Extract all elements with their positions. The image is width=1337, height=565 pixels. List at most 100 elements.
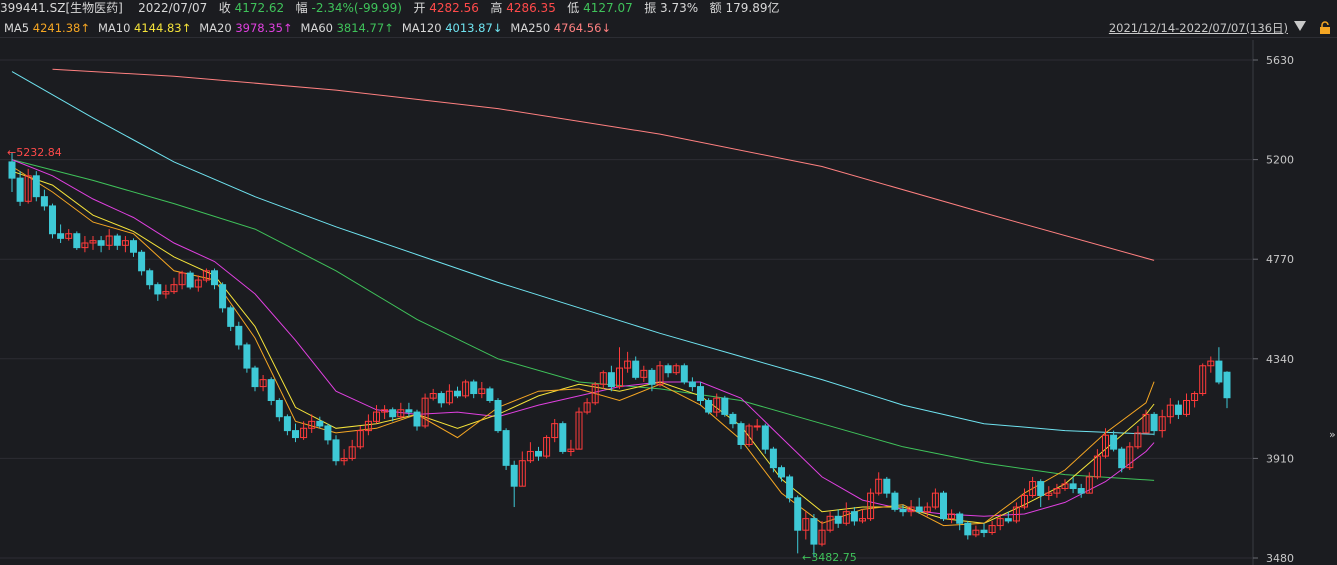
candle [721, 395, 729, 417]
candle-body-up [656, 365, 664, 385]
candle [1037, 479, 1045, 508]
candle [705, 398, 713, 415]
candle [324, 423, 332, 445]
candle [373, 405, 380, 424]
candle-body-up [121, 240, 129, 246]
candle [680, 363, 688, 385]
candle [8, 151, 16, 193]
candle-body-up [1061, 483, 1069, 490]
candle-body-up [640, 369, 648, 378]
dropdown-arrow-icon[interactable] [1294, 21, 1306, 31]
candle [518, 451, 526, 487]
ma5-line [11, 166, 1155, 527]
candle [1029, 476, 1037, 498]
amplitude-value: 3.73% [660, 1, 699, 15]
candle [113, 233, 121, 250]
price-tick-label: 5200 [1266, 154, 1294, 167]
candle [1223, 371, 1231, 409]
candle [883, 476, 891, 498]
candle-body-down [138, 251, 146, 272]
candle [972, 525, 980, 538]
candle [32, 171, 40, 202]
candle-body-down [850, 511, 858, 522]
candle [875, 472, 883, 496]
candle [478, 381, 486, 399]
candle [583, 398, 591, 415]
candle [1093, 449, 1101, 480]
candle [697, 381, 704, 406]
candle-body-down [535, 450, 542, 457]
candle-body-down [243, 344, 251, 369]
candle-body-down [1004, 518, 1012, 522]
candle-body-down [413, 411, 421, 427]
candle-body-up [259, 379, 267, 388]
candle-body-down [648, 369, 656, 385]
candle-body-up [65, 233, 73, 239]
high-arrow: ← [7, 146, 16, 159]
candle [300, 421, 308, 440]
candle-body-up [599, 372, 607, 385]
candle-body-down [1037, 481, 1045, 496]
candle [1045, 486, 1053, 501]
candle [688, 377, 696, 392]
candle-body-down [721, 397, 729, 415]
low-label: 低 [567, 1, 580, 15]
candle [850, 507, 858, 526]
candle [640, 365, 648, 382]
security-code: 399441.SZ[生物医药] [0, 1, 123, 15]
ma-legend-label-ma250: MA250 [510, 21, 554, 35]
candle [1215, 347, 1223, 385]
candle-body-up [381, 409, 389, 413]
low-value-header: 4127.07 [583, 1, 633, 15]
candle-body-up [526, 450, 534, 462]
candle [413, 409, 421, 431]
ma-legend-value-ma10: 4144.83↑ [134, 21, 192, 35]
candle [308, 414, 316, 433]
candle-body-up [948, 513, 956, 520]
candle-body-up [583, 402, 591, 413]
candle-body-up [170, 284, 178, 293]
candle-body-up [340, 457, 348, 462]
amplitude-label: 振 [644, 1, 657, 15]
candle-body-down [964, 522, 972, 536]
candle [1061, 479, 1069, 491]
candle-body-down [940, 492, 947, 520]
candle-body-down [130, 240, 137, 253]
candle-body-up [105, 235, 113, 246]
candle-body-down [761, 425, 769, 450]
candle-body-down [292, 430, 299, 439]
amount-label: 额 [709, 1, 722, 15]
candle-body-up [24, 175, 32, 202]
candle [607, 365, 615, 392]
candle-body-up [1142, 413, 1150, 434]
candle [526, 442, 534, 464]
candle [251, 365, 259, 392]
candle-body-down [891, 492, 899, 510]
candle [202, 268, 210, 283]
ma60-line [11, 159, 1155, 481]
candle-body-up [1207, 360, 1215, 367]
candle [121, 236, 129, 253]
lock-icon[interactable] [1319, 21, 1331, 35]
candle-body-down [1174, 404, 1182, 415]
collapse-arrow-icon[interactable]: » [1329, 428, 1336, 441]
candle [81, 236, 89, 253]
candle-body-down [316, 420, 324, 427]
candle-body-down [883, 478, 891, 494]
candle-body-up [445, 390, 453, 404]
candle [996, 513, 1004, 531]
date-range-selector[interactable]: 2021/12/14-2022/07/07(136日) [1108, 21, 1288, 35]
candle [1142, 409, 1150, 434]
candle [130, 238, 137, 257]
candle [632, 356, 640, 380]
candle-body-up [923, 506, 931, 513]
candle-body-down [697, 386, 704, 401]
candle [170, 277, 178, 294]
low-annotation-label: ←3482.75 [802, 551, 857, 564]
candle [405, 402, 413, 417]
candle-body-up [356, 430, 364, 448]
candle-body-up [1021, 494, 1028, 508]
candle-body-down [454, 390, 461, 397]
candle [745, 423, 753, 447]
candle [802, 511, 810, 540]
